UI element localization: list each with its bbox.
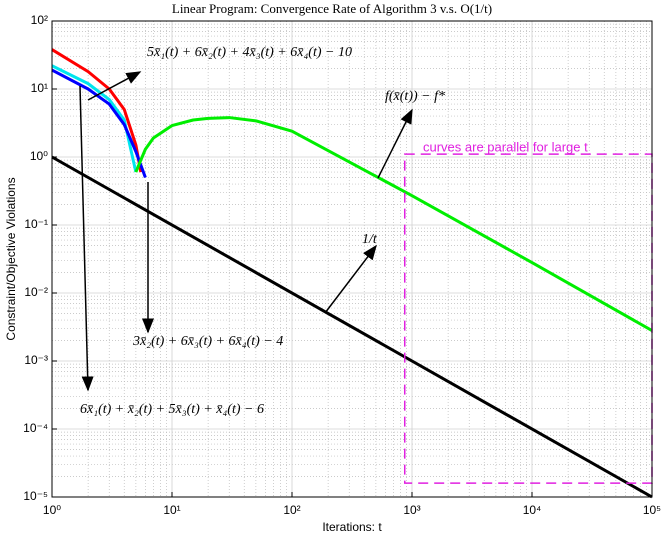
annotation: 1/t — [362, 232, 378, 247]
x-tick-label: 10¹ — [163, 503, 180, 517]
x-tick-label: 10⁰ — [43, 503, 61, 517]
x-tick-label: 10⁵ — [643, 503, 661, 517]
annotation: f(x̄(t)) − f* — [385, 89, 445, 104]
y-axis-label: Constraint/Objective Violations — [4, 177, 18, 340]
arrow — [324, 244, 377, 314]
arrow — [79, 85, 94, 392]
series-line — [51, 48, 143, 173]
series-line — [51, 68, 147, 178]
plot-frame — [51, 20, 653, 498]
y-tick-label: 10⁻² — [24, 285, 48, 299]
x-tick-label: 10² — [283, 503, 300, 517]
arrow — [87, 71, 142, 101]
y-tick-label: 10⁻¹ — [24, 217, 48, 231]
arrow — [377, 108, 413, 179]
chart-title: Linear Program: Convergence Rate of Algo… — [172, 1, 492, 16]
annotation: curves are parallel for large t — [423, 139, 588, 154]
series-line — [51, 155, 653, 499]
x-axis-label: Iterations: t — [322, 520, 382, 534]
x-tick-label: 10⁴ — [523, 503, 542, 517]
y-tick-label: 10⁻⁵ — [23, 489, 48, 503]
plot-area — [52, 21, 652, 497]
series-line — [134, 116, 653, 332]
annotation: 5x̄₁(t) + 6x̄₂(t) + 4x̄₃(t) + 6x̄₄(t) − … — [147, 45, 352, 60]
y-tick-label: 10⁻⁴ — [23, 421, 48, 435]
y-tick-label: 10¹ — [31, 81, 48, 95]
y-tick-label: 10⁻³ — [24, 353, 48, 367]
y-tick-label: 10⁰ — [30, 149, 48, 163]
y-tick-label: 10² — [31, 13, 48, 27]
x-tick-label: 10³ — [403, 503, 420, 517]
annotation: 3x̄₂(t) + 6x̄₃(t) + 6x̄₄(t) − 4 — [132, 334, 283, 349]
annotation: 6x̄₁(t) + x̄₂(t) + 5x̄₃(t) + x̄₄(t) − 6 — [80, 402, 264, 417]
